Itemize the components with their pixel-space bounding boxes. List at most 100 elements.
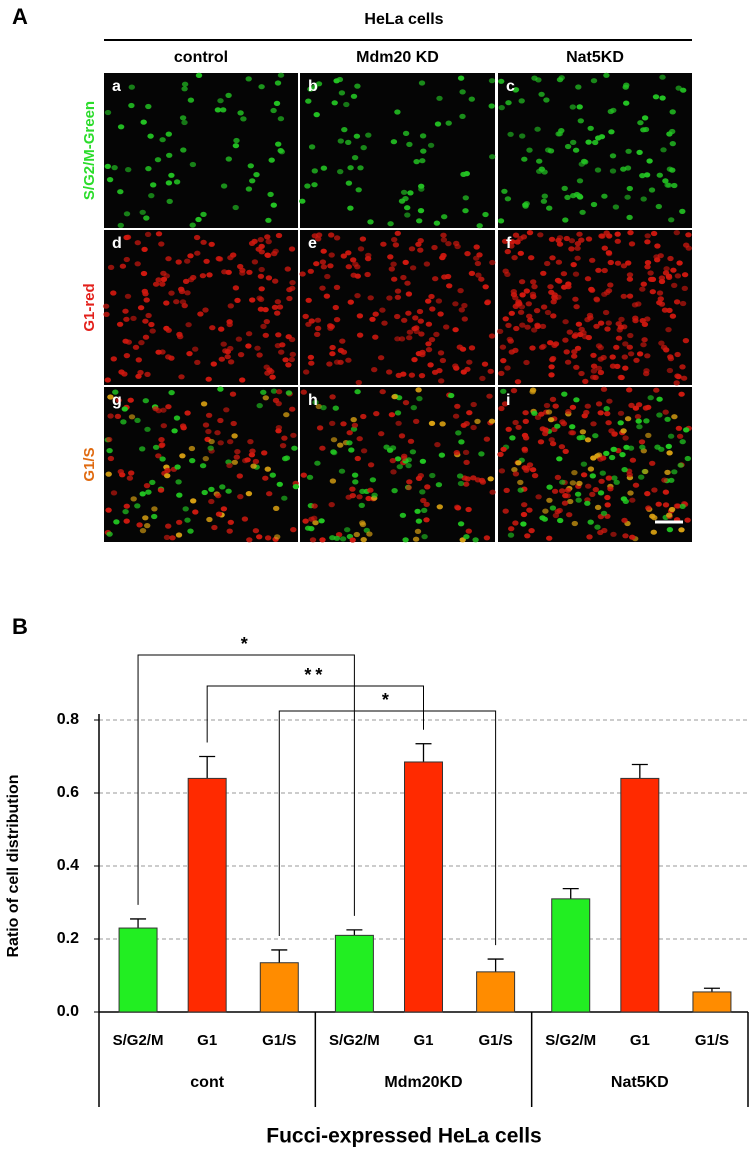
cell <box>327 263 334 269</box>
cell <box>523 288 530 294</box>
cell <box>145 103 152 110</box>
cell <box>237 110 244 116</box>
cell <box>272 397 280 403</box>
cell <box>265 275 273 281</box>
cell <box>253 172 260 178</box>
cell <box>487 476 494 482</box>
cell <box>226 462 233 469</box>
cell <box>592 433 599 439</box>
cell <box>613 479 620 485</box>
cell <box>319 445 326 451</box>
cell <box>561 500 569 506</box>
cell <box>654 243 661 249</box>
cell <box>622 341 629 347</box>
cell <box>367 219 374 225</box>
cell <box>674 373 681 379</box>
cell <box>569 430 577 436</box>
cell <box>505 100 512 106</box>
cell <box>679 439 686 445</box>
cell <box>640 196 647 202</box>
cell <box>392 242 400 248</box>
cell <box>507 532 515 538</box>
cell <box>545 147 552 153</box>
cell <box>605 288 613 294</box>
cell <box>554 423 561 429</box>
cell <box>398 433 406 439</box>
cell <box>488 103 495 109</box>
cell <box>423 517 430 523</box>
cell <box>328 252 335 258</box>
cell <box>569 480 577 486</box>
cell <box>340 253 347 259</box>
cell <box>270 388 278 394</box>
cell <box>530 279 537 285</box>
cell <box>345 180 353 186</box>
row-label: G1-red <box>81 283 98 331</box>
cell <box>463 459 470 465</box>
cell <box>666 367 674 374</box>
cell <box>347 165 354 171</box>
cell <box>555 259 563 265</box>
cell <box>682 338 690 344</box>
cell <box>394 230 401 236</box>
cell <box>557 517 564 524</box>
cell <box>483 436 491 442</box>
cell <box>233 454 240 460</box>
cell <box>662 178 669 184</box>
cell <box>671 182 678 189</box>
cell <box>235 336 243 342</box>
cell <box>632 482 640 488</box>
cell <box>515 424 522 430</box>
cell <box>551 488 559 494</box>
cell <box>291 445 298 451</box>
cell <box>282 456 289 462</box>
cell <box>184 258 191 264</box>
cell <box>453 450 460 456</box>
cell <box>576 104 583 110</box>
cell <box>545 409 553 415</box>
cell <box>247 439 254 445</box>
cell <box>636 149 643 155</box>
cell <box>523 359 530 366</box>
cell <box>626 293 634 299</box>
cell <box>275 428 282 434</box>
cell <box>649 460 656 466</box>
cell <box>354 83 361 89</box>
cell <box>576 480 583 486</box>
cell <box>354 264 361 270</box>
cell <box>601 193 608 199</box>
cell <box>313 261 320 267</box>
cell <box>440 237 448 243</box>
cell <box>400 189 408 195</box>
cell <box>454 403 461 409</box>
cell <box>365 495 372 502</box>
cell <box>120 419 127 425</box>
cell <box>122 509 129 515</box>
cell <box>216 256 224 262</box>
cell <box>272 278 279 284</box>
cell <box>638 439 646 445</box>
cell <box>519 292 526 298</box>
cell <box>614 363 621 369</box>
cell <box>324 273 331 280</box>
cell <box>517 250 524 256</box>
cell <box>554 474 562 480</box>
cell <box>597 490 605 496</box>
cell <box>312 399 319 405</box>
cell <box>262 475 269 481</box>
cell <box>123 353 131 359</box>
cell <box>121 371 128 377</box>
cell <box>137 305 145 311</box>
cell <box>414 508 421 514</box>
cell <box>531 284 538 290</box>
cell <box>311 84 318 90</box>
cell <box>570 193 577 199</box>
cell <box>556 278 563 284</box>
cell <box>256 403 263 409</box>
cell <box>154 157 162 163</box>
cell <box>554 509 561 515</box>
cell <box>439 421 446 427</box>
cell <box>160 407 167 413</box>
cell <box>256 352 263 358</box>
